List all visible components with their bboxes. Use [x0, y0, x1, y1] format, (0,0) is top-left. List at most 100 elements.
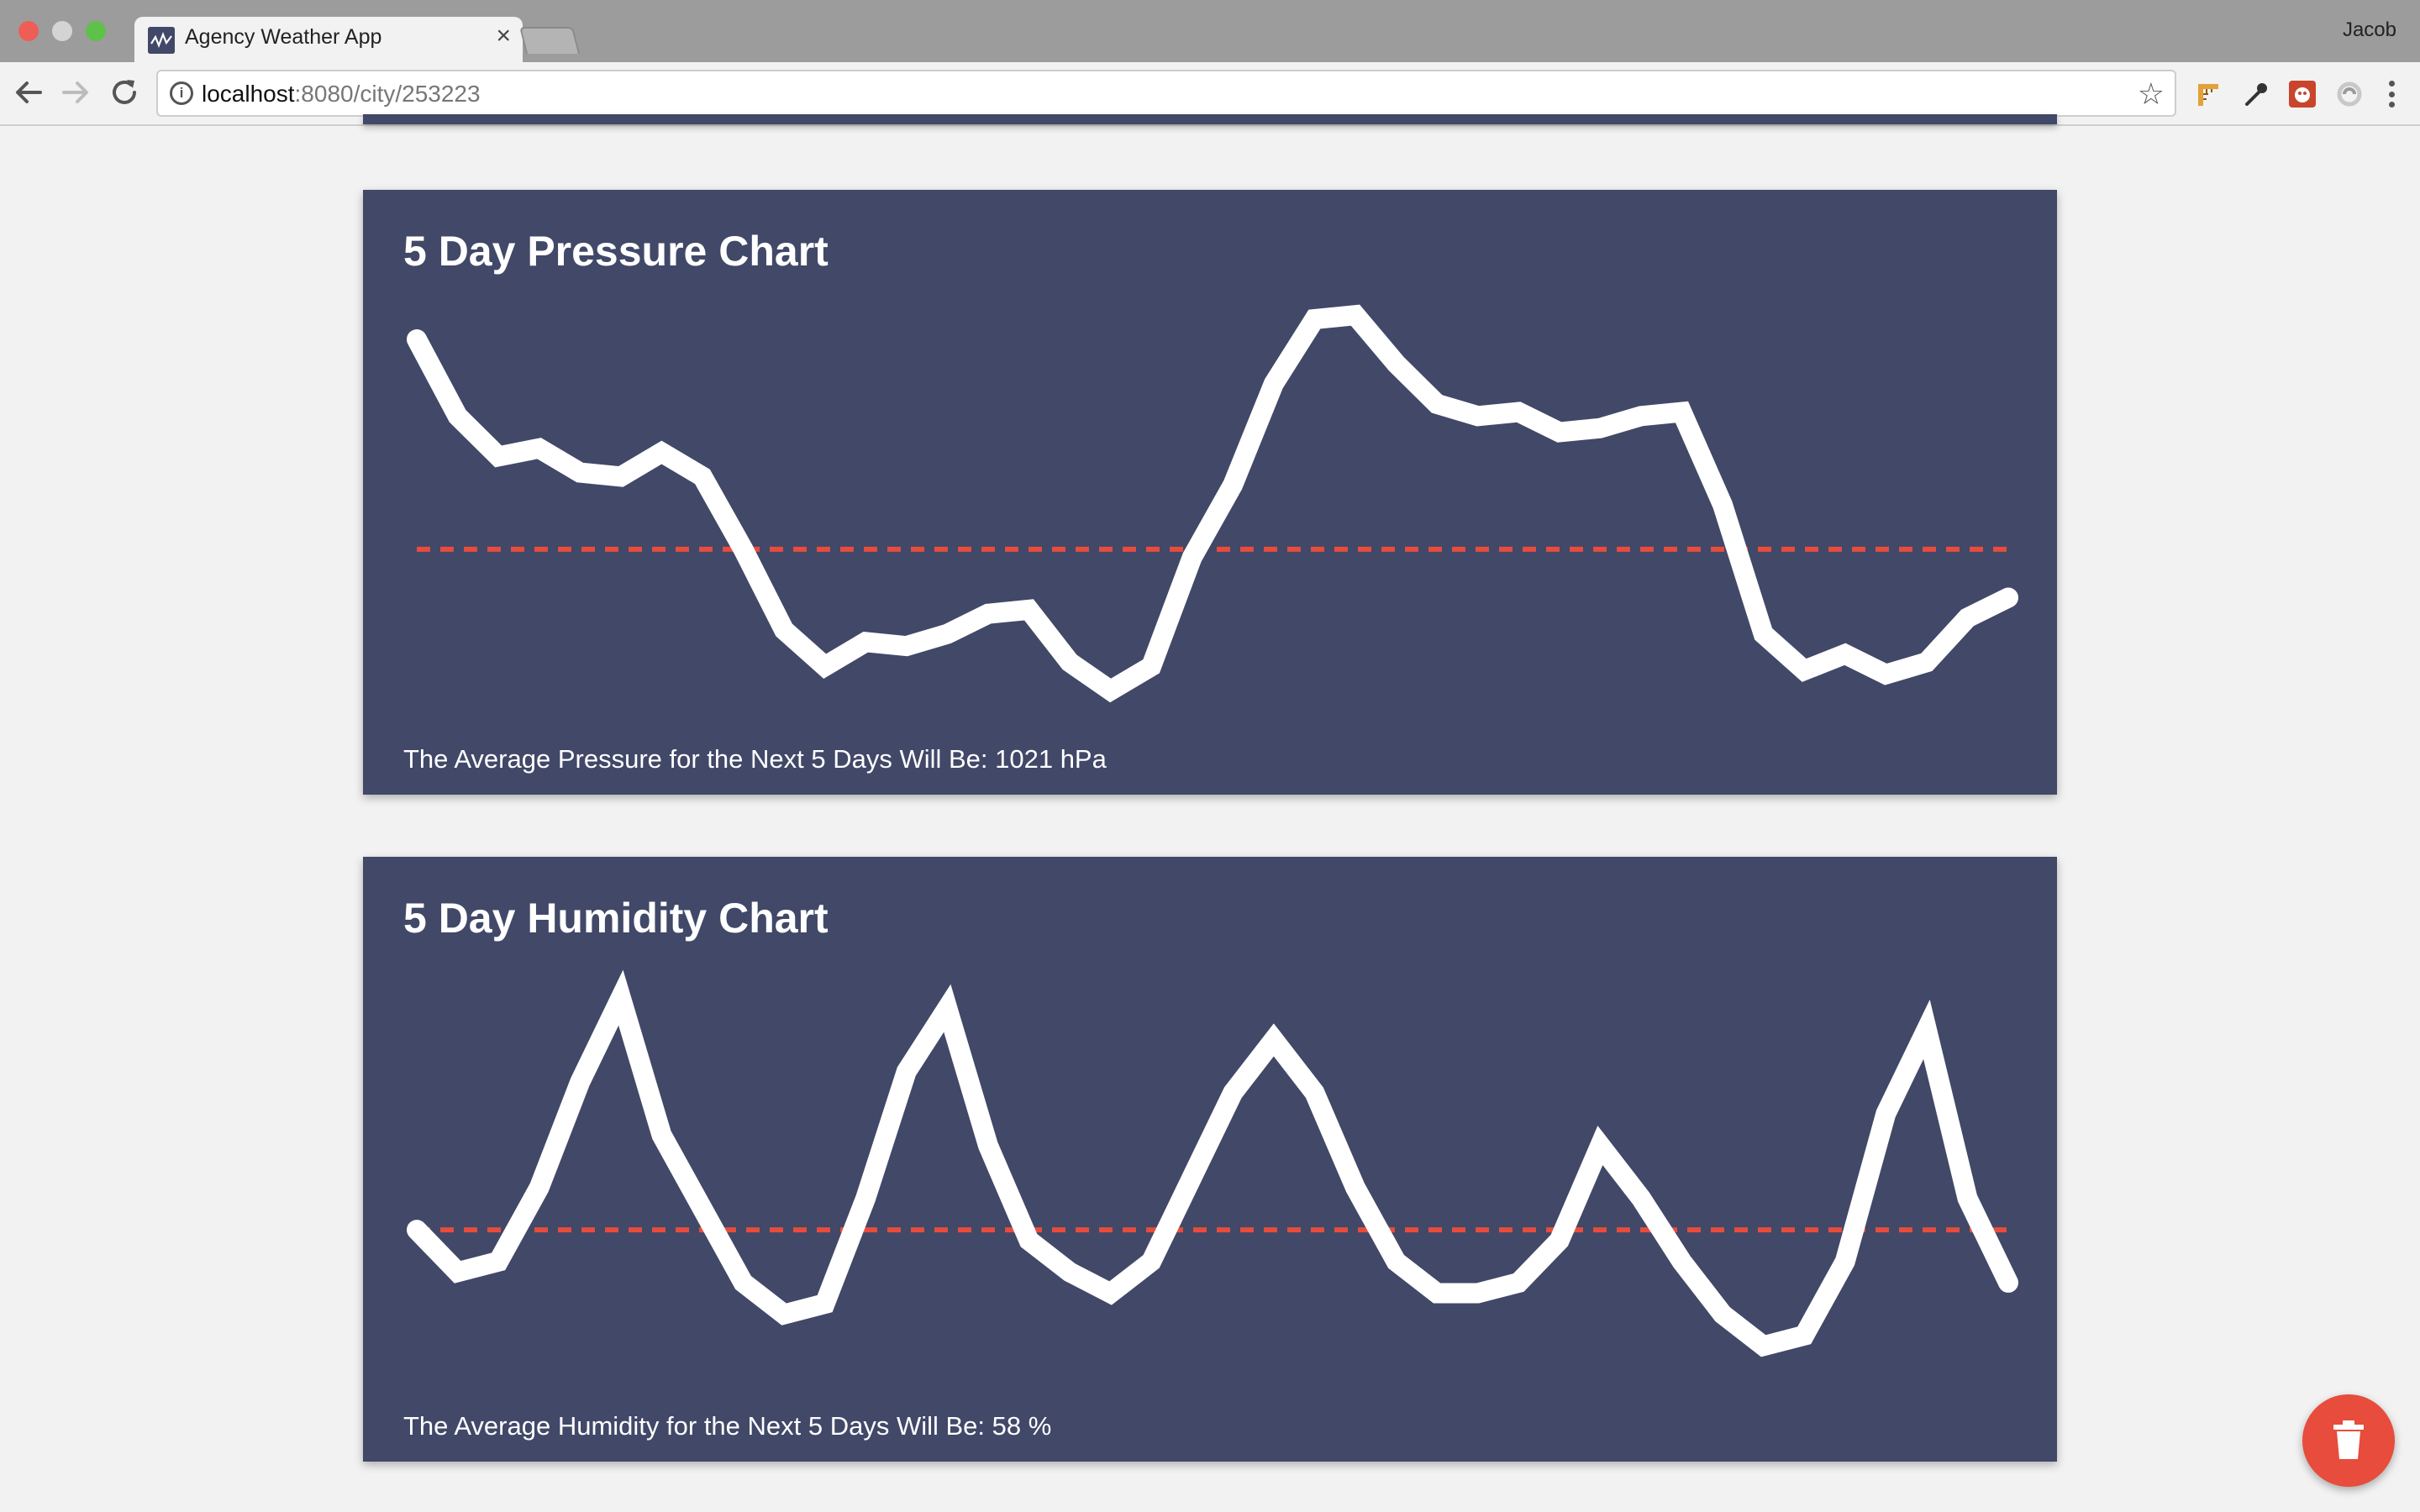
pressure-data-point [742, 548, 744, 550]
pressure-data-point [1436, 402, 1439, 405]
humidity-data-point [1966, 1197, 1969, 1200]
humidity-chart-card: 5 Day Humidity Chart The Average Humidit… [363, 857, 2057, 1462]
humidity-data-point [701, 1207, 703, 1210]
pressure-data-point [1681, 411, 1683, 413]
reload-icon[interactable] [104, 72, 145, 113]
pressure-data-point [497, 455, 500, 458]
chart-favicon-icon [148, 27, 175, 54]
pressure-data-point [1028, 608, 1030, 611]
pressure-data-point [1191, 556, 1193, 559]
pressure-chart-card: 5 Day Pressure Chart The Average Pressur… [363, 190, 2057, 795]
pressure-data-point [1885, 673, 1887, 675]
minimize-window-button[interactable] [52, 21, 72, 41]
pressure-data-point [1803, 669, 1806, 671]
pressure-data-point [701, 475, 703, 478]
humidity-line-chart [407, 969, 2018, 1357]
humidity-data-point [1722, 1313, 1724, 1315]
tab-close-icon[interactable]: × [496, 22, 511, 50]
url-path: :8080/city/253223 [294, 81, 481, 107]
maximize-window-button[interactable] [86, 21, 106, 41]
profile-name[interactable]: Jacob [2342, 18, 2396, 41]
pressure-data-point [1395, 362, 1397, 365]
humidity-data-point [1150, 1260, 1153, 1263]
pressure-chart-title: 5 Day Pressure Chart [403, 228, 829, 275]
pressure-data-point [1518, 411, 1520, 413]
humidity-average-text: The Average Humidity for the Next 5 Days… [403, 1411, 1052, 1441]
pressure-data-point [823, 665, 826, 668]
pressure-data-point [538, 447, 540, 449]
address-bar[interactable]: i localhost:8080/city/253223 ☆ [156, 70, 2176, 117]
humidity-data-point [619, 996, 622, 999]
humidity-data-point [1762, 1345, 1765, 1347]
pressure-data-point [579, 471, 581, 474]
humidity-data-point [2007, 1281, 2009, 1284]
pressure-line-chart [407, 304, 2018, 703]
trash-icon [2333, 1420, 2364, 1459]
pressure-data-point [660, 451, 663, 454]
pressure-data-point [865, 641, 867, 643]
pressure-data-point [1272, 382, 1275, 385]
forward-arrow-icon[interactable] [55, 72, 96, 113]
delete-city-button[interactable] [2302, 1394, 2395, 1487]
extension-ruler-icon[interactable] [2191, 77, 2225, 111]
menu-icon[interactable] [2375, 76, 2408, 113]
pressure-data-point [2007, 596, 2009, 599]
tab-title: Agency Weather App [185, 25, 382, 49]
pressure-average-text: The Average Pressure for the Next 5 Days… [403, 744, 1107, 774]
pressure-data-point [1150, 665, 1153, 668]
pressure-data-point [1925, 661, 1928, 664]
humidity-data-point [1109, 1292, 1112, 1294]
humidity-data-point [1069, 1271, 1071, 1273]
humidity-data-point [823, 1303, 826, 1305]
previous-card-bottom-edge [363, 114, 2057, 124]
pressure-data-point [1313, 318, 1316, 321]
pressure-data-point [905, 645, 908, 648]
pressure-data-point [1844, 653, 1846, 655]
humidity-data-point [1272, 1038, 1275, 1041]
pressure-data-point [416, 339, 418, 341]
humidity-data-point [660, 1134, 663, 1137]
extension-eyedropper-icon[interactable] [2238, 77, 2272, 111]
extension-bug-icon[interactable] [2286, 77, 2319, 111]
extension-sync-icon[interactable] [2333, 77, 2366, 111]
humidity-data-point [1354, 1186, 1356, 1189]
humidity-data-point [1803, 1334, 1806, 1336]
browser-toolbar: i localhost:8080/city/253223 ☆ [0, 62, 2420, 126]
pressure-data-point [1558, 431, 1560, 433]
back-arrow-icon[interactable] [8, 72, 49, 113]
humidity-data-point [742, 1281, 744, 1284]
humidity-data-point [538, 1186, 540, 1189]
pressure-data-point [783, 628, 786, 631]
humidity-data-point [1558, 1239, 1560, 1242]
humidity-data-point [1639, 1197, 1642, 1200]
humidity-data-point [579, 1081, 581, 1084]
browser-tab-strip: Agency Weather App × Jacob [0, 0, 2420, 64]
pressure-data-point [946, 633, 949, 635]
humidity-data-point [1925, 1028, 1928, 1031]
pressure-data-point [1354, 314, 1356, 317]
humidity-data-point [1476, 1292, 1479, 1294]
humidity-series-line [407, 969, 2018, 1357]
pressure-data-point [1109, 689, 1112, 691]
pressure-data-point [456, 415, 459, 417]
humidity-data-point [1681, 1260, 1683, 1263]
pressure-data-point [1722, 504, 1724, 506]
close-window-button[interactable] [18, 21, 39, 41]
humidity-data-point [456, 1271, 459, 1273]
humidity-data-point [946, 1007, 949, 1010]
pressure-data-point [1639, 415, 1642, 417]
new-tab-button[interactable] [519, 27, 580, 54]
info-icon[interactable]: i [170, 81, 193, 105]
url-text[interactable]: localhost:8080/city/253223 [202, 81, 481, 108]
humidity-data-point [1395, 1260, 1397, 1263]
pressure-data-point [1966, 617, 1969, 619]
bookmark-star-icon[interactable]: ☆ [2137, 76, 2165, 111]
pressure-data-point [1232, 483, 1234, 486]
humidity-data-point [1518, 1281, 1520, 1284]
humidity-data-point [1191, 1176, 1193, 1179]
pressure-data-point [1069, 661, 1071, 664]
humidity-data-point [1885, 1112, 1887, 1115]
humidity-data-point [1599, 1144, 1602, 1147]
browser-tab-active[interactable]: Agency Weather App × [134, 17, 523, 64]
humidity-data-point [905, 1070, 908, 1073]
